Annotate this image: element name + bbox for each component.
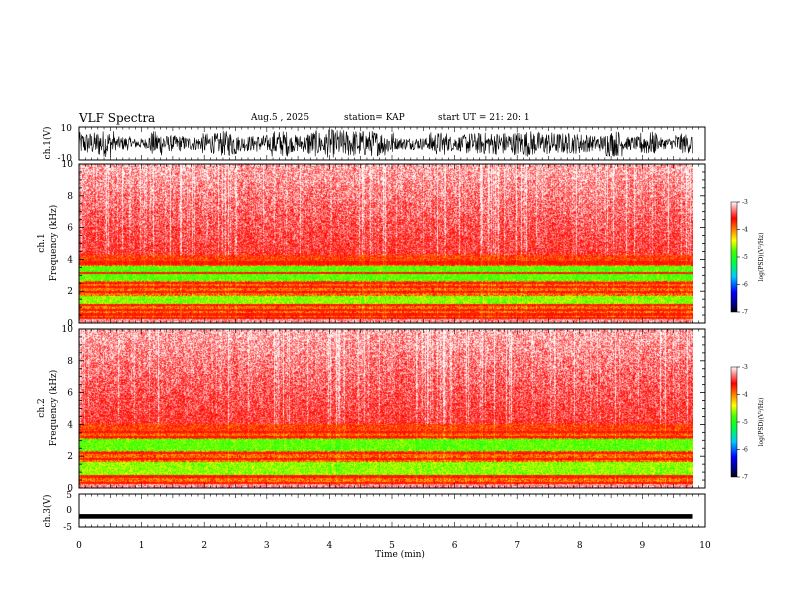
time-tick-label: 1: [139, 541, 145, 551]
ch3-waveform-ylabel: ch.3(V): [42, 495, 53, 528]
time-tick-label: 5: [389, 541, 395, 551]
ch2-colorbar-tick-label: -6: [742, 447, 748, 454]
ch1-spectrogram-ytick-label: 2: [67, 287, 73, 297]
ch1-waveform-ylabel: ch.1(V): [42, 127, 53, 160]
ch2-colorbar-tick-label: -4: [742, 392, 748, 399]
ch1-colorbar-tick-label: -3: [742, 199, 748, 206]
figure-title: VLF Spectra: [79, 111, 156, 125]
ch3-ytick-bottom: -5: [63, 523, 72, 533]
ch1-ytick-bottom: -10: [58, 154, 73, 164]
ch1-colorbar-tick-label: -4: [742, 227, 748, 234]
ch1-spectrogram-ylabel-freq: Frequency (kHz): [48, 205, 59, 282]
ch2-spectrogram-ylabel-channel: ch.2: [37, 398, 47, 417]
ch2-spectrogram-ylabel-freq: Frequency (kHz): [48, 370, 59, 447]
ch1-spectrogram-image: [79, 164, 693, 323]
ch1-spectrogram-ytick-label: 6: [67, 224, 73, 234]
header-start-time: start UT = 21: 20: 1: [438, 113, 530, 123]
time-tick-label: 6: [452, 541, 458, 551]
ch1-colorbar-tick-label: -5: [742, 254, 748, 261]
ch2-spectrogram-ytick-label: 2: [67, 452, 73, 462]
ch1-spectrogram-ytick-label: 0: [67, 319, 73, 329]
ch2-colorbar-tick-label: -3: [742, 364, 748, 371]
ch1-spectrogram-ytick-label: 4: [67, 255, 73, 265]
ch2-spectrogram-ytick-label: 8: [67, 357, 73, 367]
ch2-colorbar-tick-label: -5: [742, 419, 748, 426]
ch1-spectrogram-ylabel-channel: ch.1: [37, 233, 47, 252]
ch1-spectrogram-ytick-label: 10: [62, 160, 74, 170]
ch1-waveform-trace: [78, 128, 693, 158]
header-station: station= KAP: [344, 113, 405, 123]
ch3-waveform-trace: [79, 514, 693, 519]
ch3-ytick-mid: 0: [66, 506, 72, 516]
ch3-ytick-top: 5: [66, 491, 72, 501]
time-tick-label: 0: [76, 541, 82, 551]
header-date: Aug.5 , 2025: [251, 113, 310, 123]
time-tick-label: 10: [699, 541, 711, 551]
ch2-spectrogram-image: [79, 329, 693, 488]
ch1-waveform-line: [78, 128, 693, 158]
ch2-colorbar-tick-label: -7: [742, 474, 748, 481]
ch1-spectrogram-ytick-label: 8: [67, 192, 73, 202]
time-tick-label: 8: [577, 541, 583, 551]
time-axis: 0 1 2 3 4 5 6 7 8 9 10: [76, 127, 711, 551]
time-tick-label: 7: [514, 541, 520, 551]
time-tick-label: 2: [201, 541, 207, 551]
ch1-ytick-top: 10: [61, 124, 73, 134]
time-tick-label: 3: [264, 541, 270, 551]
ch2-spectrogram-ytick-label: 10: [62, 325, 74, 335]
ch1-colorbar-tick-label: -7: [742, 309, 748, 316]
time-tick-label: 4: [327, 541, 333, 551]
ch2-spectrogram-ytick-label: 0: [67, 484, 73, 494]
ch2-colorbar-label: log(PSD)(V²/Hz): [758, 398, 765, 447]
ch1-colorbar: [730, 201, 738, 313]
time-axis-label: Time (min): [375, 549, 425, 560]
ch1-colorbar-label: log(PSD)(V²/Hz): [758, 233, 765, 282]
ch2-spectrogram-ytick-label: 4: [67, 420, 73, 430]
ch1-colorbar-tick-label: -6: [742, 282, 748, 289]
ch2-spectrogram-ytick-label: 6: [67, 389, 73, 399]
ch2-colorbar: [730, 366, 738, 478]
time-tick-label: 9: [640, 541, 646, 551]
